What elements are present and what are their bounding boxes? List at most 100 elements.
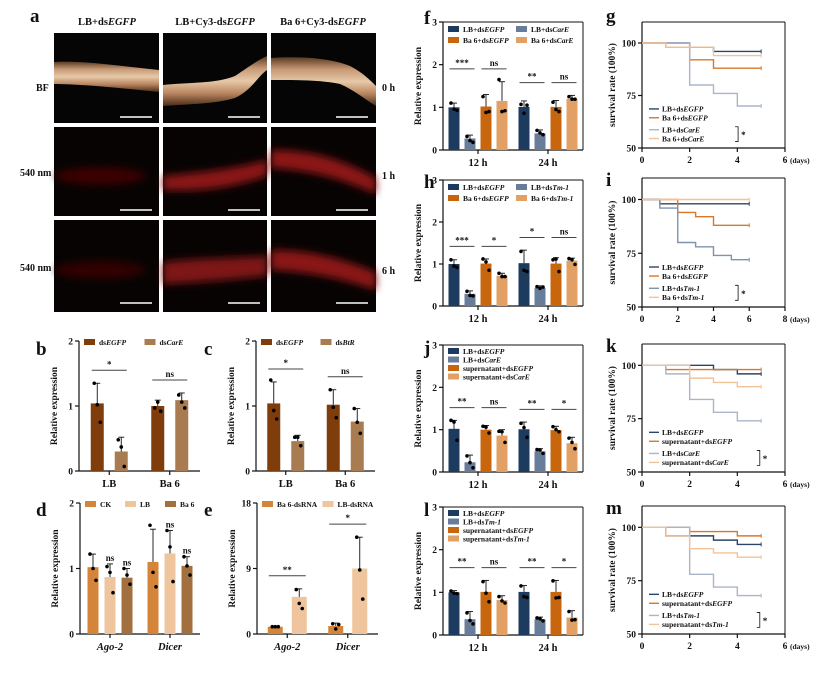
- legend-label: LB+dsCarE: [662, 449, 700, 458]
- bar: [448, 592, 460, 635]
- data-point: [487, 268, 491, 273]
- row-label-channel: BF: [36, 83, 49, 94]
- bar: [352, 568, 368, 634]
- legend-label-plain: Ba 6+ds: [662, 114, 688, 123]
- y-axis-label: Relative expression: [228, 529, 238, 608]
- legend-swatch: [516, 195, 527, 201]
- data-point: [522, 425, 526, 430]
- legend-swatch: [85, 501, 96, 507]
- data-point: [497, 594, 501, 599]
- legend-label-italic: EGFP: [682, 428, 703, 437]
- x-category-label: Ago-2: [96, 642, 124, 653]
- data-point: [525, 435, 529, 440]
- data-point: [294, 587, 299, 592]
- legend-label-italic: EGFP: [687, 114, 708, 123]
- legend-item: Ba 6+dsTm-1: [516, 194, 573, 203]
- bar: [534, 133, 546, 150]
- data-point: [497, 77, 501, 82]
- data-point: [554, 107, 558, 112]
- legend-item: LB: [125, 500, 150, 509]
- bar: [496, 600, 508, 635]
- legend-swatch: [322, 501, 334, 507]
- data-point: [273, 624, 278, 629]
- legend-label-plain: LB+ds: [662, 449, 683, 458]
- y-tick-label: 100: [622, 196, 637, 206]
- data-point: [535, 284, 539, 289]
- significance-label: ns: [490, 58, 499, 68]
- micrograph-fluor-6h-1: [54, 220, 159, 312]
- data-point: [354, 535, 359, 540]
- data-point: [455, 591, 459, 596]
- data-point: [449, 101, 453, 105]
- bar: [566, 617, 578, 635]
- legend-label-plain: Ba 6+ds: [662, 272, 688, 281]
- y-tick-label: 50: [627, 145, 637, 155]
- legend-label-plain: LB+ds: [463, 509, 484, 518]
- data-point: [465, 611, 469, 615]
- data-point: [111, 590, 115, 595]
- bar-chart-f: 0 1 2 3 Relative expression 12 h *** ns 24 h ** ns…: [414, 19, 584, 169]
- legend-label: LB+dsEGFP: [662, 590, 704, 599]
- bar: [267, 626, 283, 634]
- legend-label: dsBtR: [336, 338, 355, 347]
- y-axis-label: Relative expression: [227, 366, 237, 445]
- legend-label: LB+dsEGFP: [463, 183, 505, 192]
- legend-item: supernatant+dsEGFP: [448, 364, 534, 373]
- data-point: [449, 258, 453, 262]
- legend-item: LB+dsTm-1: [448, 517, 501, 526]
- data-point: [268, 378, 273, 382]
- legend-label-italic: EGFP: [687, 272, 708, 281]
- data-point: [519, 584, 523, 588]
- legend-swatch: [448, 37, 459, 43]
- significance-label: **: [528, 557, 538, 567]
- data-point: [298, 443, 303, 448]
- y-tick-label: 1: [432, 104, 437, 114]
- x-tick-label: 6: [783, 642, 788, 652]
- legend-item: LB+dsTm-1: [516, 183, 569, 192]
- data-point: [567, 609, 571, 614]
- y-tick-label: 50: [627, 469, 637, 479]
- bar: [566, 98, 578, 150]
- legend-label: Ba 6: [180, 500, 195, 509]
- data-point: [449, 418, 453, 423]
- data-point: [487, 599, 491, 604]
- legend-label-italic: EGFP: [282, 338, 303, 347]
- data-point: [455, 108, 459, 113]
- micrograph-fluor-1h-2: [163, 127, 267, 216]
- bar-chart-e: 0 9 18 Relative expression Ago-2 ** Dicer * Ba 6…: [228, 500, 378, 653]
- legend-label-italic: EGFP: [682, 263, 703, 272]
- panel-letter-d: d: [36, 500, 47, 521]
- legend-label: dsCarE: [160, 338, 184, 347]
- bar: [480, 106, 492, 150]
- survival-chart-m: 50 75 100 0 2 4 6 (days) survival rate (100%) LB+…: [607, 505, 810, 652]
- data-point: [165, 528, 169, 533]
- data-point: [500, 429, 504, 434]
- y-axis-label: Relative expression: [414, 203, 424, 282]
- significance-label: *: [562, 398, 567, 408]
- legend-item: dsBtR: [320, 338, 355, 347]
- survival-curve: [642, 364, 762, 388]
- legend-label: LB+dsTm-1: [662, 284, 700, 293]
- data-point: [500, 274, 504, 279]
- bar: [87, 567, 99, 634]
- bar: [464, 462, 476, 472]
- micrograph-fluor-6h-3: [271, 220, 376, 312]
- data-point: [535, 128, 539, 133]
- survival-curve: [642, 42, 762, 57]
- y-tick-label: 75: [627, 577, 637, 587]
- data-point: [525, 269, 529, 274]
- legend-label-plain: LB+ds: [662, 590, 683, 599]
- x-tick-label: 0: [640, 480, 645, 490]
- legend-label-plain: LB+ds: [463, 347, 484, 356]
- legend-label: supernatant+dsTm-1: [662, 620, 729, 629]
- significance-label: ns: [106, 553, 115, 563]
- significance-label: ns: [165, 369, 174, 379]
- data-point: [519, 102, 523, 107]
- survival-curve: [642, 526, 762, 597]
- legend-swatch: [448, 535, 459, 542]
- x-tick-label: 4: [735, 480, 740, 490]
- x-tick-label: 0: [640, 642, 645, 652]
- y-tick-label: 0: [69, 631, 74, 641]
- legend-label-plain: LB+ds: [662, 263, 683, 272]
